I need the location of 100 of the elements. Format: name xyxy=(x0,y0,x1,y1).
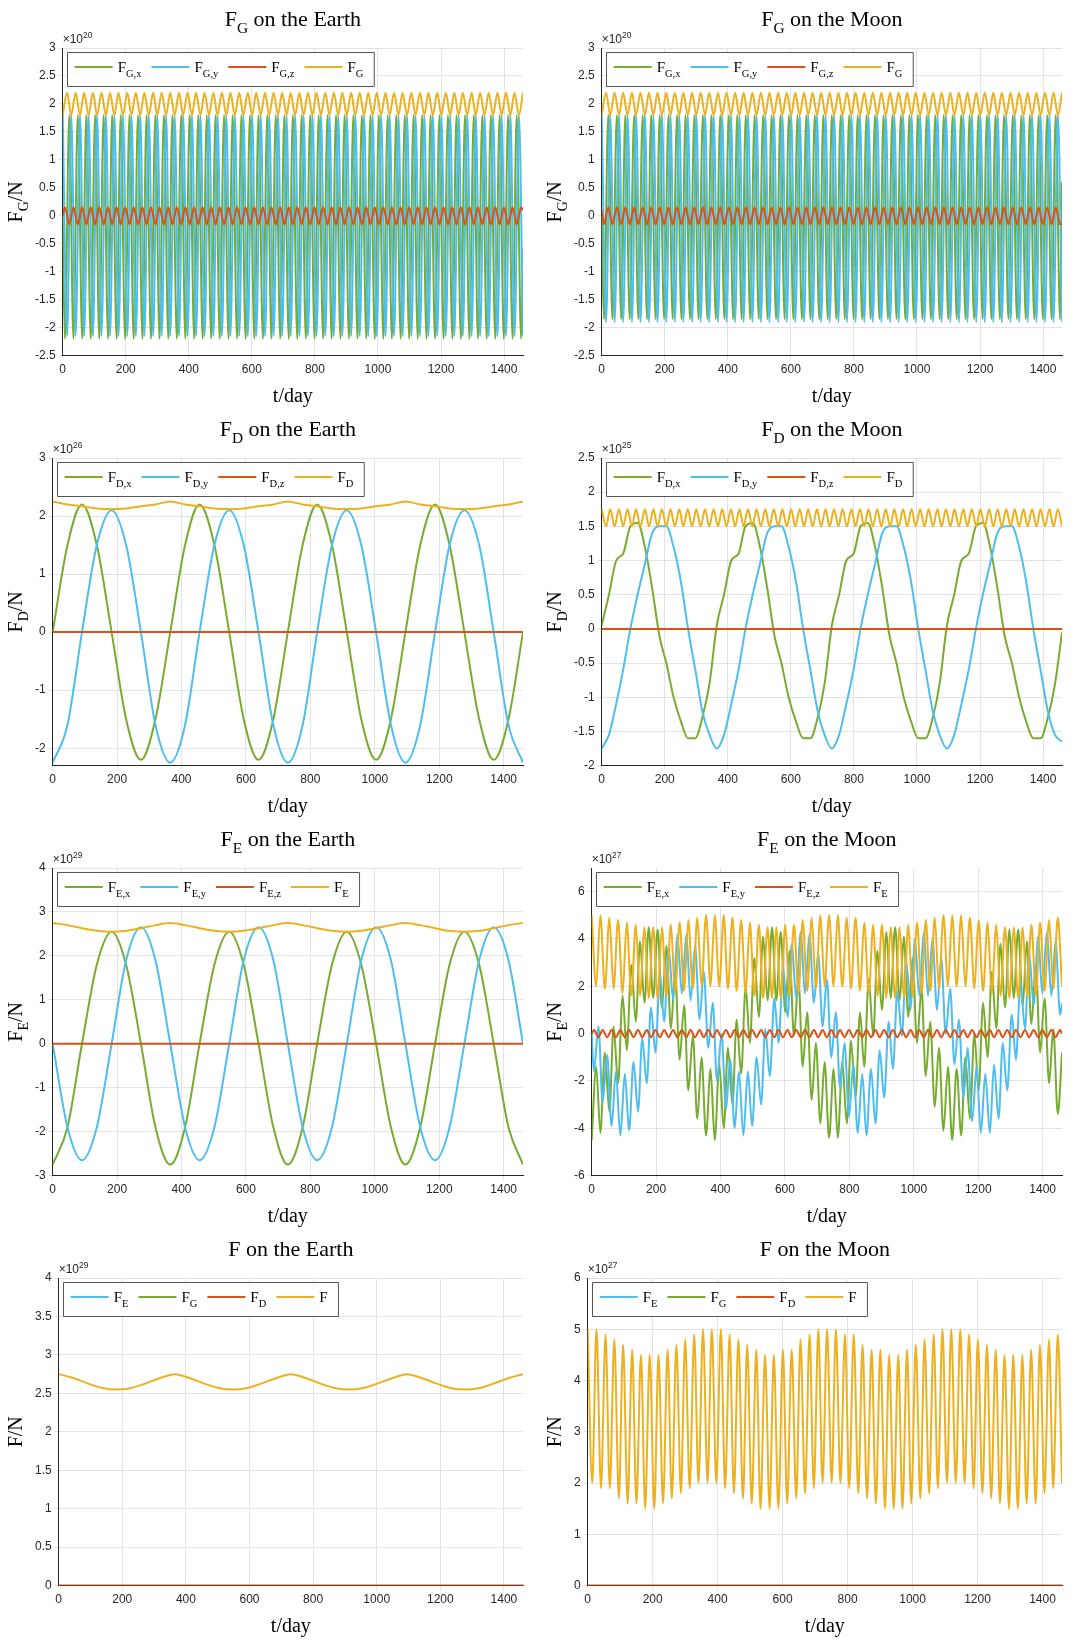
x-tick-label: 600 xyxy=(235,772,257,787)
x-tick-label: 0 xyxy=(598,772,606,787)
y-tick-label: 3.5 xyxy=(34,1308,52,1323)
chart-title: F on the Earth xyxy=(228,1236,354,1261)
y-axis-title: FE/N xyxy=(543,1001,570,1042)
x-tick-label: 200 xyxy=(107,772,128,787)
y-tick-label: -2.5 xyxy=(573,347,595,362)
y-tick-label: 0.5 xyxy=(34,1539,52,1554)
y-tick-label: 2 xyxy=(573,1475,581,1490)
y-axis-title: FD/N xyxy=(4,591,31,633)
x-tick-label: 200 xyxy=(642,1592,663,1607)
x-axis-title: t/day xyxy=(811,384,852,407)
y-tick-label: -3 xyxy=(35,1167,46,1182)
y-tick-label: -0.5 xyxy=(573,236,595,251)
x-tick-label: 800 xyxy=(839,1182,860,1197)
x-tick-label: 1200 xyxy=(966,362,994,377)
x-tick-label: 1000 xyxy=(903,362,931,377)
x-tick-label: 400 xyxy=(171,1182,192,1197)
y-tick-label: 0 xyxy=(573,1577,581,1592)
x-tick-label: 1200 xyxy=(426,1592,454,1607)
x-tick-label: 0 xyxy=(59,362,67,377)
x-tick-label: 1200 xyxy=(425,772,453,787)
y-tick-label: -1.5 xyxy=(573,723,595,738)
legend-label: F xyxy=(848,1289,857,1305)
x-tick-label: 200 xyxy=(654,772,676,787)
y-tick-label: 3 xyxy=(587,40,595,55)
y-tick-label: -1.5 xyxy=(573,291,595,306)
x-tick-label: 400 xyxy=(175,1592,197,1607)
y-tick-label: -0.5 xyxy=(34,236,56,251)
y-tick-label: -4 xyxy=(574,1120,585,1135)
x-tick-label: 600 xyxy=(235,1182,257,1197)
x-tick-label: 0 xyxy=(598,362,606,377)
y-tick-label: 0 xyxy=(44,1577,52,1592)
x-tick-label: 200 xyxy=(112,1592,133,1607)
y-tick-label: 3 xyxy=(44,1347,52,1362)
y-axis-title: F/N xyxy=(543,1416,565,1448)
chart-title: F on the Moon xyxy=(759,1236,890,1261)
x-tick-label: 400 xyxy=(710,1182,731,1197)
x-axis-title: t/day xyxy=(811,794,852,817)
x-tick-label: 1000 xyxy=(900,1182,928,1197)
x-tick-label: 1000 xyxy=(903,772,931,787)
y-axis-title: F/N xyxy=(4,1416,26,1448)
y-tick-label: -2 xyxy=(584,757,595,772)
y-tick-label: 3 xyxy=(573,1424,581,1439)
y-tick-label: 4 xyxy=(38,860,46,875)
y-tick-label: -2 xyxy=(45,319,56,334)
y-tick-label: 2 xyxy=(587,96,595,111)
y-tick-label: 6 xyxy=(573,1270,581,1285)
x-axis-title: t/day xyxy=(272,384,313,407)
y-tick-label: 2.5 xyxy=(34,1385,52,1400)
y-tick-label: 2.5 xyxy=(38,68,56,83)
y-tick-label: 0 xyxy=(38,624,46,639)
x-tick-label: 200 xyxy=(654,362,676,377)
x-tick-label: 400 xyxy=(717,362,739,377)
y-tick-label: 2 xyxy=(44,1424,52,1439)
y-axis-title: FE/N xyxy=(4,1001,31,1042)
x-tick-label: 800 xyxy=(300,1182,321,1197)
y-tick-label: -6 xyxy=(574,1167,585,1182)
x-tick-label: 800 xyxy=(300,772,321,787)
x-axis-title: t/day xyxy=(804,1614,845,1637)
y-tick-label: -2 xyxy=(35,740,46,755)
y-tick-label: 6 xyxy=(577,883,585,898)
x-tick-label: 200 xyxy=(646,1182,667,1197)
y-tick-label: -2 xyxy=(35,1123,46,1138)
y-tick-label: 3 xyxy=(38,904,46,919)
x-tick-label: 1200 xyxy=(964,1182,992,1197)
y-axis-title: FG/N xyxy=(543,181,570,223)
x-tick-label: 400 xyxy=(717,772,739,787)
x-tick-label: 600 xyxy=(774,1182,796,1197)
x-tick-label: 1400 xyxy=(490,1182,518,1197)
y-tick-label: 1 xyxy=(48,152,56,167)
x-tick-label: 600 xyxy=(780,772,802,787)
x-tick-label: 1000 xyxy=(364,362,392,377)
y-tick-label: 1.5 xyxy=(34,1462,52,1477)
y-tick-label: -0.5 xyxy=(573,655,595,670)
y-tick-label: 0 xyxy=(577,1025,585,1040)
y-axis-title: FD/N xyxy=(543,591,570,633)
y-tick-label: -1 xyxy=(584,689,595,704)
x-tick-label: 1400 xyxy=(490,1592,518,1607)
y-tick-label: 1 xyxy=(38,566,46,581)
y-tick-label: 2 xyxy=(38,508,46,523)
y-tick-label: 0.5 xyxy=(577,180,595,195)
y-tick-label: -1 xyxy=(35,1080,46,1095)
y-tick-label: -2 xyxy=(574,1073,585,1088)
x-tick-label: 1200 xyxy=(425,1182,453,1197)
y-tick-label: 4 xyxy=(577,931,585,946)
x-tick-label: 1400 xyxy=(490,772,518,787)
x-axis-title: t/day xyxy=(267,794,308,817)
x-tick-label: 1000 xyxy=(361,1182,389,1197)
y-tick-label: -1 xyxy=(35,682,46,697)
y-tick-label: 1.5 xyxy=(38,124,56,139)
x-tick-label: 800 xyxy=(843,772,865,787)
y-tick-label: -2 xyxy=(584,319,595,334)
y-tick-label: 0.5 xyxy=(577,587,595,602)
y-tick-label: -2.5 xyxy=(34,347,56,362)
x-tick-label: 600 xyxy=(772,1592,793,1607)
y-tick-label: 0 xyxy=(587,208,595,223)
x-tick-label: 600 xyxy=(239,1592,260,1607)
x-tick-label: 1400 xyxy=(1029,772,1057,787)
y-tick-label: 1 xyxy=(44,1501,52,1516)
